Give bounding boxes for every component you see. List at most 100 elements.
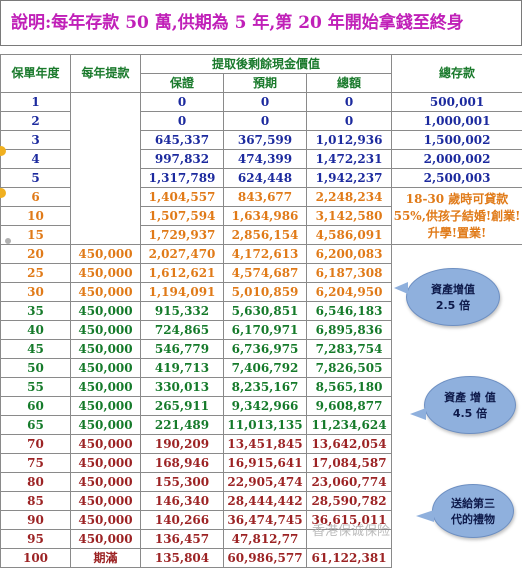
cell-year: 15 xyxy=(1,226,71,245)
cell-total-deposit: 2,000,002 xyxy=(392,150,522,169)
cell-year: 90 xyxy=(1,511,71,530)
cell-year: 40 xyxy=(1,321,71,340)
cell-total: 1,012,936 xyxy=(307,131,392,150)
cell-withdraw: 450,000 xyxy=(71,302,141,321)
cell-total: 13,642,054 xyxy=(307,435,392,454)
callout-line: 送給第三 xyxy=(433,495,513,511)
cell-total: 11,234,624 xyxy=(307,416,392,435)
cell-guaranteed: 1,612,621 xyxy=(141,264,224,283)
cell-year: 95 xyxy=(1,530,71,549)
cell-guaranteed: 1,404,557 xyxy=(141,188,224,207)
cell-guaranteed: 2,027,470 xyxy=(141,245,224,264)
cell-guaranteed: 135,804 xyxy=(141,549,224,568)
cell-guaranteed: 221,489 xyxy=(141,416,224,435)
cell-total: 6,204,950 xyxy=(307,283,392,302)
cell-year: 1 xyxy=(1,93,71,112)
cell-projected: 4,574,687 xyxy=(224,264,307,283)
cell-projected: 5,630,851 xyxy=(224,302,307,321)
cell-total: 7,283,754 xyxy=(307,340,392,359)
cell-total: 2,248,234 xyxy=(307,188,392,207)
header-year: 保單年度 xyxy=(1,55,71,93)
cell-total: 61,122,381 xyxy=(307,549,392,568)
cell-projected: 11,013,135 xyxy=(224,416,307,435)
cell-projected: 6,170,971 xyxy=(224,321,307,340)
cell-total: 23,060,774 xyxy=(307,473,392,492)
cell-projected: 2,856,154 xyxy=(224,226,307,245)
cell-total: 6,546,183 xyxy=(307,302,392,321)
cell-projected: 28,444,442 xyxy=(224,492,307,511)
cell-total-deposit: 2,500,003 xyxy=(392,169,522,188)
cell-withdraw: 450,000 xyxy=(71,321,141,340)
cell-total: 28,590,782 xyxy=(307,492,392,511)
callout-tail xyxy=(416,510,434,522)
cell-guaranteed: 265,911 xyxy=(141,397,224,416)
cell-guaranteed: 724,865 xyxy=(141,321,224,340)
cell-year: 85 xyxy=(1,492,71,511)
decorative-dot xyxy=(5,238,11,244)
cell-projected: 0 xyxy=(224,93,307,112)
cell-year: 6 xyxy=(1,188,71,207)
cell-withdraw-empty xyxy=(71,93,141,245)
cell-total: 1,942,237 xyxy=(307,169,392,188)
cell-guaranteed: 168,946 xyxy=(141,454,224,473)
cell-projected: 367,599 xyxy=(224,131,307,150)
cell-year: 70 xyxy=(1,435,71,454)
cell-year: 20 xyxy=(1,245,71,264)
cell-projected: 1,634,986 xyxy=(224,207,307,226)
callout-line: 4.5 倍 xyxy=(425,405,515,421)
cell-guaranteed: 997,832 xyxy=(141,150,224,169)
cell-guaranteed: 0 xyxy=(141,112,224,131)
cell-guaranteed: 645,337 xyxy=(141,131,224,150)
loan-note: 18-30 歲時可貸款 55%,供孩子結婚!創業!升學!置業! xyxy=(392,188,522,245)
cell-guaranteed: 1,507,594 xyxy=(141,207,224,226)
cell-guaranteed: 190,209 xyxy=(141,435,224,454)
cell-total-deposit: 1,500,002 xyxy=(392,131,522,150)
cell-year: 100 xyxy=(1,549,71,568)
cell-year: 2 xyxy=(1,112,71,131)
callout-line: 資產 增 值 xyxy=(425,389,515,405)
cell-year: 10 xyxy=(1,207,71,226)
cell-withdraw: 期滿 xyxy=(71,549,141,568)
callout-line: 資產增值 xyxy=(407,281,499,297)
cell-total: 6,187,308 xyxy=(307,264,392,283)
cell-guaranteed: 1,729,937 xyxy=(141,226,224,245)
cell-year: 45 xyxy=(1,340,71,359)
header-guaranteed: 保證 xyxy=(141,74,224,93)
cell-withdraw: 450,000 xyxy=(71,245,141,264)
cell-year: 3 xyxy=(1,131,71,150)
cell-total: 17,084,587 xyxy=(307,454,392,473)
cell-year: 35 xyxy=(1,302,71,321)
cell-year: 50 xyxy=(1,359,71,378)
header-withdraw: 每年提款 xyxy=(71,55,141,93)
cell-withdraw: 450,000 xyxy=(71,454,141,473)
cell-year: 60 xyxy=(1,397,71,416)
header-projected: 預期 xyxy=(224,74,307,93)
header-total: 總額 xyxy=(307,74,392,93)
cell-projected: 47,812,77 xyxy=(224,530,307,549)
header-remaining: 提取後剩餘現金價值 xyxy=(141,55,392,74)
cell-withdraw: 450,000 xyxy=(71,416,141,435)
cell-year: 30 xyxy=(1,283,71,302)
cell-total: 6,200,083 xyxy=(307,245,392,264)
cell-projected: 843,677 xyxy=(224,188,307,207)
cell-total: 1,472,231 xyxy=(307,150,392,169)
header-total-deposit: 總存款 xyxy=(392,55,522,93)
cell-guaranteed: 915,332 xyxy=(141,302,224,321)
cell-total: 3,142,580 xyxy=(307,207,392,226)
cell-guaranteed: 546,779 xyxy=(141,340,224,359)
cell-projected: 7,406,792 xyxy=(224,359,307,378)
cell-projected: 5,010,859 xyxy=(224,283,307,302)
cell-guaranteed: 140,266 xyxy=(141,511,224,530)
cell-guaranteed: 136,457 xyxy=(141,530,224,549)
callout-asset-4-5x: 資產 增 值 4.5 倍 xyxy=(424,376,516,434)
callout-tail xyxy=(410,408,426,420)
cell-total: 8,565,180 xyxy=(307,378,392,397)
cell-withdraw: 450,000 xyxy=(71,340,141,359)
cell-year: 65 xyxy=(1,416,71,435)
cell-withdraw: 450,000 xyxy=(71,397,141,416)
cell-guaranteed: 0 xyxy=(141,93,224,112)
cell-projected: 22,905,474 xyxy=(224,473,307,492)
callout-asset-2-5x: 資產增值 2.5 倍 xyxy=(406,268,500,326)
cell-withdraw: 450,000 xyxy=(71,283,141,302)
